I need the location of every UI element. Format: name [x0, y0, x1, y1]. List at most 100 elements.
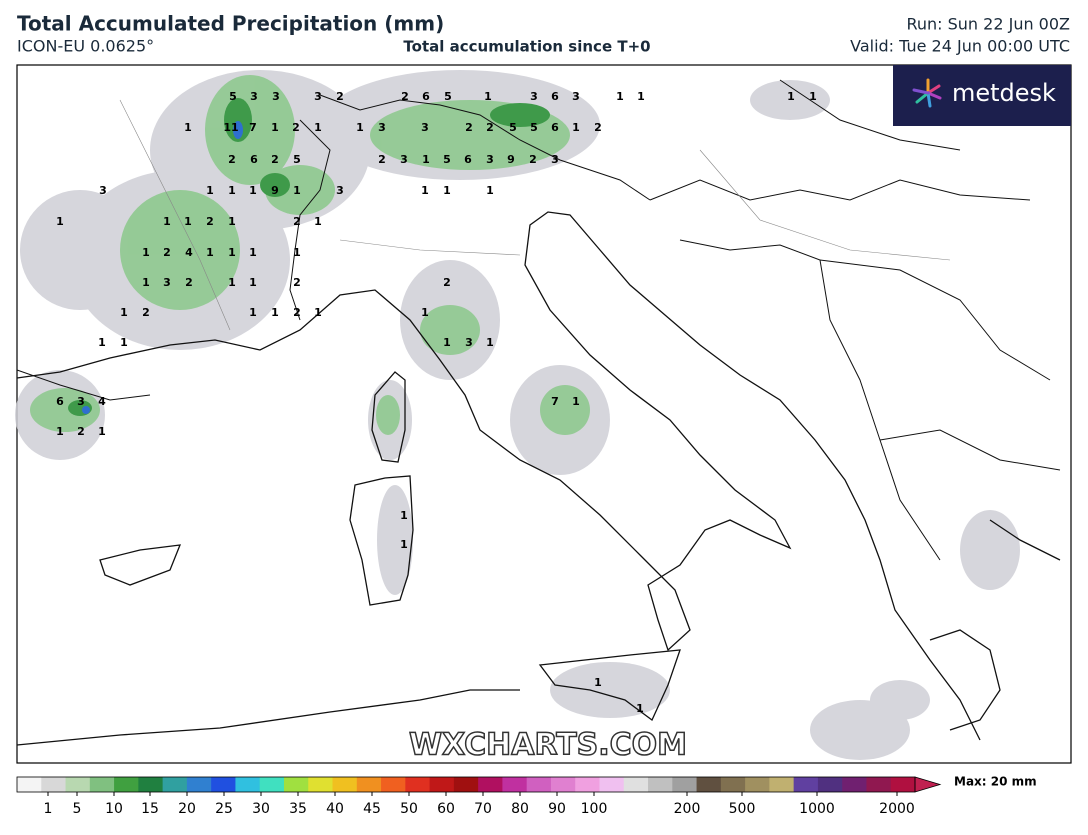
- point-label: 6: [250, 153, 258, 166]
- point-label: 3: [336, 184, 344, 197]
- point-label: 1: [228, 215, 236, 228]
- colorbar-swatch: [405, 777, 431, 792]
- colorbar-swatch: [478, 777, 503, 792]
- colorbar-swatch: [648, 777, 673, 792]
- point-label: 5: [530, 121, 538, 134]
- colorbar-tick-label: 20: [178, 801, 196, 817]
- colorbar-tick-label: 1000: [799, 801, 835, 817]
- colorbar-swatch: [890, 777, 916, 792]
- point-label: 7: [551, 395, 559, 408]
- title: Total Accumulated Precipitation (mm): [17, 12, 444, 36]
- borders: [16, 79, 1061, 561]
- colorbar-swatch: [599, 777, 625, 792]
- point-label: 3: [551, 153, 559, 166]
- point-label: 1: [184, 215, 192, 228]
- point-label: 3: [378, 121, 386, 134]
- point-label: 5: [443, 153, 451, 166]
- colorbar: Max: 20 mm 1 5 10 15 20 25 30 35 40 45 50 60 70 80 90 1…: [16, 775, 1037, 817]
- colorbar-swatch: [575, 777, 600, 792]
- point-label: 3: [77, 395, 85, 408]
- point-label: 1: [184, 121, 192, 134]
- point-label: 1: [486, 336, 494, 349]
- point-label: 3: [530, 90, 538, 103]
- colorbar-swatch: [356, 777, 382, 792]
- point-label: 3: [572, 90, 580, 103]
- colorbar-tick-label: 5: [73, 801, 82, 817]
- point-label: 1: [206, 246, 214, 259]
- point-label: 2: [486, 121, 494, 134]
- colorbar-swatch: [745, 777, 770, 792]
- colorbar-tick-label: 80: [511, 801, 529, 817]
- point-label: 1: [293, 184, 301, 197]
- point-label: 6: [56, 395, 64, 408]
- point-label: 1: [421, 184, 429, 197]
- point-label: 1: [314, 215, 322, 228]
- watermark: WXCHARTS.COM: [409, 728, 687, 763]
- point-label: 6: [422, 90, 430, 103]
- point-label: 2: [292, 121, 300, 134]
- colorbar-swatch: [769, 777, 795, 792]
- precip-blue: [82, 121, 243, 414]
- colorbar-swatch: [186, 777, 212, 792]
- point-label: 1: [206, 184, 214, 197]
- valid: Valid: Tue 24 Jun 00:00 UTC: [850, 37, 1070, 56]
- point-label: 1: [293, 246, 301, 259]
- logo-icon: [912, 78, 942, 108]
- point-label: 2: [77, 425, 85, 438]
- coastlines: [16, 211, 1061, 746]
- precip-dark: [68, 98, 550, 416]
- point-label: 1: [809, 90, 817, 103]
- point-label: 1: [400, 538, 408, 551]
- rivers: [119, 99, 951, 331]
- point-label: 1: [594, 676, 602, 689]
- point-label: 4: [98, 395, 106, 408]
- point-label: 9: [507, 153, 515, 166]
- colorbar-swatch: [308, 777, 334, 792]
- point-label: 1: [314, 121, 322, 134]
- point-label: 11: [223, 121, 238, 134]
- point-labels: 5 3 3 3 2 2 6 5 1 3 6 3 1 1 1 11 11 7 1 2 1 1 3 3 2 2 5 5 6 1 22 6 2 5 2 3 1…: [56, 90, 817, 715]
- point-label: 5: [293, 153, 301, 166]
- colorbar-tick-label: 100: [581, 801, 608, 817]
- point-label: 2: [336, 90, 344, 103]
- point-label: 1: [271, 306, 279, 319]
- point-label: 2: [271, 153, 279, 166]
- colorbar-swatch: [793, 777, 819, 792]
- point-label: 5: [509, 121, 517, 134]
- point-label: 1: [120, 336, 128, 349]
- colorbar-swatch: [114, 777, 139, 792]
- point-label: 1: [56, 425, 64, 438]
- colorbar-tick-label: 500: [729, 801, 756, 817]
- point-label: 4: [185, 246, 193, 259]
- point-label: 1: [163, 215, 171, 228]
- colorbar-tick-label: 200: [674, 801, 701, 817]
- point-label: 3: [465, 336, 473, 349]
- colorbar-swatch: [89, 777, 115, 792]
- colorbar-swatch: [65, 777, 91, 792]
- point-label: 1: [228, 276, 236, 289]
- colorbar-swatch: [235, 777, 261, 792]
- colorbar-tick-label: 45: [363, 801, 381, 817]
- point-label: 2: [465, 121, 473, 134]
- colorbar-tick-label: 25: [215, 801, 233, 817]
- point-label: 6: [551, 121, 559, 134]
- point-label: 1: [400, 509, 408, 522]
- point-label: 1: [56, 215, 64, 228]
- colorbar-swatch: [672, 777, 698, 792]
- point-label: 2: [142, 306, 150, 319]
- colorbar-tick-label: 90: [548, 801, 566, 817]
- colorbar-swatch: [259, 777, 285, 792]
- colorbar-swatch: [696, 777, 722, 792]
- run: Run: Sun 22 Jun 00Z: [906, 15, 1070, 34]
- colorbar-arrow: [914, 776, 942, 793]
- colorbar-tick-label: 1: [44, 801, 53, 817]
- point-label: 2: [378, 153, 386, 166]
- colorbar-swatch: [429, 777, 455, 792]
- colorbar-tick-label: 15: [141, 801, 159, 817]
- point-label: 1: [443, 336, 451, 349]
- point-label: 2: [594, 121, 602, 134]
- colorbar-tick-label: 60: [437, 801, 455, 817]
- point-label: 1: [636, 702, 644, 715]
- point-label: 3: [314, 90, 322, 103]
- point-label: 2: [293, 215, 301, 228]
